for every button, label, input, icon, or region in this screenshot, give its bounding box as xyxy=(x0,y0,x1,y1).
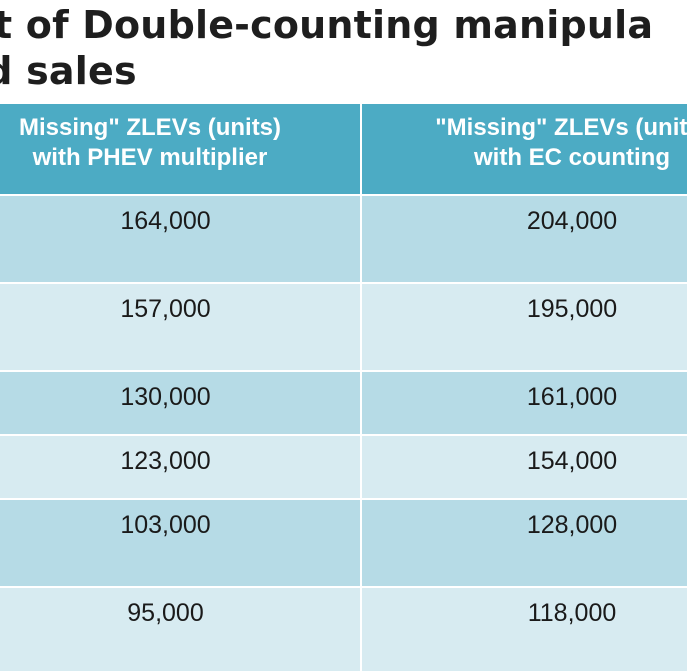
cell-phev-multiplier: 130,000 xyxy=(120,383,211,411)
table-row: 130,000 161,000 xyxy=(0,370,687,436)
header-line: Missing" ZLEVs (units) xyxy=(18,114,282,141)
title-line-2: nd sales xyxy=(0,49,137,93)
cell-phev-multiplier: 164,000 xyxy=(120,207,211,235)
header-ec-counting: "Missing" ZLEVs (units) with EC counting xyxy=(362,104,687,194)
cell-ec-counting: 161,000 xyxy=(526,383,618,411)
cell-phev-multiplier: 95,000 xyxy=(127,599,204,627)
cell-phev-multiplier: 157,000 xyxy=(120,295,211,323)
table-row: 157,000 195,000 xyxy=(0,282,687,372)
title-line-1: t of Double-counting manipula xyxy=(0,3,654,47)
header-phev-multiplier: Missing" ZLEVs (units) with PHEV multipl… xyxy=(0,104,360,194)
data-table: Missing" ZLEVs (units) with PHEV multipl… xyxy=(0,104,687,671)
cell-phev-multiplier: 103,000 xyxy=(120,511,211,539)
cell-phev-multiplier: 123,000 xyxy=(120,447,211,475)
header-line: "Missing" ZLEVs (units) xyxy=(435,114,687,141)
cell-ec-counting: 118,000 xyxy=(527,599,617,627)
cell-ec-counting: 195,000 xyxy=(526,295,618,323)
table-row: 123,000 154,000 xyxy=(0,434,687,500)
table-row: 95,000 118,000 xyxy=(0,586,687,671)
column-divider xyxy=(360,104,362,671)
cell-ec-counting: 154,000 xyxy=(526,447,618,475)
cell-ec-counting: 128,000 xyxy=(526,511,618,539)
cell-ec-counting: 204,000 xyxy=(526,207,618,235)
header-line: with EC counting xyxy=(474,144,670,171)
slide-title: t of Double-counting manipula nd sales xyxy=(0,0,687,104)
table-row: 103,000 128,000 xyxy=(0,498,687,588)
header-line: with PHEV multiplier xyxy=(32,144,268,171)
table-header-row: Missing" ZLEVs (units) with PHEV multipl… xyxy=(0,104,687,194)
table-row: 164,000 204,000 xyxy=(0,194,687,284)
